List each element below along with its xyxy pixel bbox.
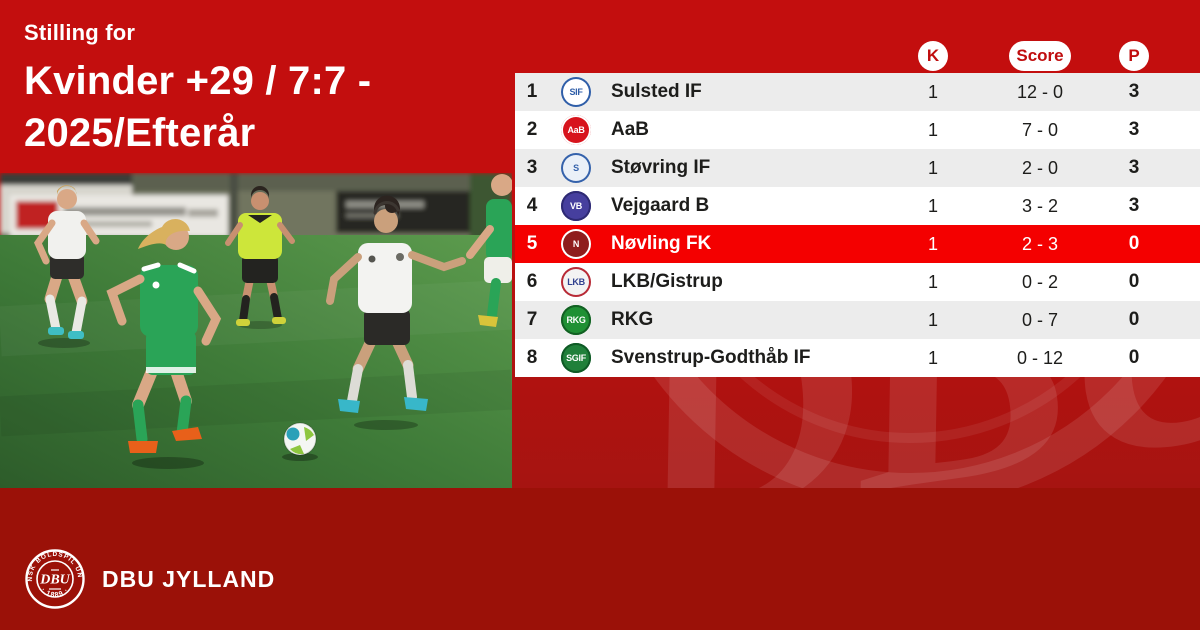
club-logo: N <box>549 229 603 259</box>
club-logo-icon: AaB <box>561 115 591 145</box>
points-value: 3 <box>1128 157 1140 178</box>
football <box>282 422 318 461</box>
table-row: 5 N Nøvling FK 1 2 - 3 0 <box>515 225 1200 263</box>
club-name: Nøvling FK <box>611 233 712 254</box>
score-value: 0 - 12 <box>1016 347 1064 368</box>
score-value: 7 - 0 <box>1021 119 1059 140</box>
points-value: 0 <box>1128 347 1140 368</box>
club-logo-icon: LKB <box>561 267 591 297</box>
column-header-score: Score <box>1009 41 1071 71</box>
score-value: 2 - 3 <box>1021 233 1059 254</box>
table-row: 7 RKG RKG 1 0 - 7 0 <box>515 301 1200 339</box>
score-value: 0 - 7 <box>1021 309 1059 330</box>
match-photo <box>0 173 512 488</box>
referee <box>225 186 295 329</box>
points-value: 0 <box>1128 309 1140 330</box>
column-header-points: P <box>1119 41 1149 71</box>
matches-value: 1 <box>927 347 938 368</box>
row-position: 3 <box>526 157 538 178</box>
matches-value: 1 <box>927 119 938 140</box>
pretitle: Stilling for <box>24 20 136 45</box>
club-logo: S <box>549 153 603 183</box>
matches-value: 1 <box>927 309 938 330</box>
row-position: 8 <box>526 347 538 368</box>
footer-band <box>0 488 1200 630</box>
club-name: AaB <box>611 119 650 140</box>
points-value: 0 <box>1128 271 1140 292</box>
club-logo-icon: VB <box>561 191 591 221</box>
club-logo: SIF <box>549 77 603 107</box>
row-position: 6 <box>526 271 538 292</box>
player-white-left <box>33 185 100 348</box>
club-logo: SGIF <box>549 343 603 373</box>
club-logo-icon: S <box>561 153 591 183</box>
row-position: 7 <box>526 309 538 330</box>
points-value: 3 <box>1128 81 1140 102</box>
points-value: 3 <box>1128 119 1140 140</box>
table-row: 3 S Støvring IF 1 2 - 0 3 <box>515 149 1200 187</box>
footer-brand: DANSK BOLDSPIL UNION · 1889 · DBU DBU JY… <box>24 548 275 610</box>
table-row: 2 AaB AaB 1 7 - 0 3 <box>515 111 1200 149</box>
table-row: 6 LKB LKB/Gistrup 1 0 - 2 0 <box>515 263 1200 301</box>
club-name: Støvring IF <box>611 157 711 178</box>
table-row: 4 VB Vejgaard B 1 3 - 2 3 <box>515 187 1200 225</box>
player-green-main <box>106 218 222 469</box>
player-white-right <box>326 195 466 430</box>
club-logo: VB <box>549 191 603 221</box>
matches-value: 1 <box>927 233 938 254</box>
page-title: Kvinder +29 / 7:7 - 2025/Efterår <box>24 55 504 159</box>
page-title-line2: 2025/Efterår <box>24 111 256 155</box>
matches-value: 1 <box>927 157 938 178</box>
row-position: 5 <box>526 233 538 254</box>
club-logo-icon: SGIF <box>561 343 591 373</box>
score-value: 2 - 0 <box>1021 157 1059 178</box>
dbu-logo-icon: DANSK BOLDSPIL UNION · 1889 · DBU <box>24 548 85 609</box>
standings-header: K Score P <box>515 41 1200 73</box>
column-header-matches: K <box>918 41 948 71</box>
player-green-edge <box>466 174 512 327</box>
club-logo-icon: SIF <box>561 77 591 107</box>
svg-text:DBU: DBU <box>39 573 70 588</box>
footer-brand-label: DBU JYLLAND <box>102 565 276 592</box>
row-position: 1 <box>526 81 538 102</box>
matches-value: 1 <box>927 195 938 216</box>
matches-value: 1 <box>927 81 938 102</box>
row-position: 2 <box>526 119 538 140</box>
page-title-line1: Kvinder +29 / 7:7 - <box>24 59 372 103</box>
club-name: RKG <box>611 309 654 330</box>
standings-table: K Score P 1 SIF Sulsted IF 1 12 - 0 3 2 … <box>515 41 1200 377</box>
row-position: 4 <box>526 195 538 216</box>
score-value: 3 - 2 <box>1021 195 1059 216</box>
points-value: 3 <box>1128 195 1140 216</box>
points-value: 0 <box>1128 233 1140 254</box>
title-block: Stilling for Kvinder +29 / 7:7 - 2025/Ef… <box>24 20 504 159</box>
club-name: LKB/Gistrup <box>611 271 723 292</box>
club-name: Vejgaard B <box>611 195 710 216</box>
table-row: 1 SIF Sulsted IF 1 12 - 0 3 <box>515 73 1200 111</box>
table-row: 8 SGIF Svenstrup-Godthåb IF 1 0 - 12 0 <box>515 339 1200 377</box>
club-logo: RKG <box>549 305 603 335</box>
club-name: Svenstrup-Godthåb IF <box>611 347 811 368</box>
matches-value: 1 <box>927 271 938 292</box>
club-logo-icon: RKG <box>561 305 591 335</box>
standings-rows: 1 SIF Sulsted IF 1 12 - 0 3 2 AaB AaB 1 … <box>515 73 1200 377</box>
score-value: 0 - 2 <box>1021 271 1059 292</box>
club-logo-icon: N <box>561 229 591 259</box>
club-name: Sulsted IF <box>611 81 702 102</box>
score-value: 12 - 0 <box>1016 81 1064 102</box>
club-logo: AaB <box>549 115 603 145</box>
club-logo: LKB <box>549 267 603 297</box>
